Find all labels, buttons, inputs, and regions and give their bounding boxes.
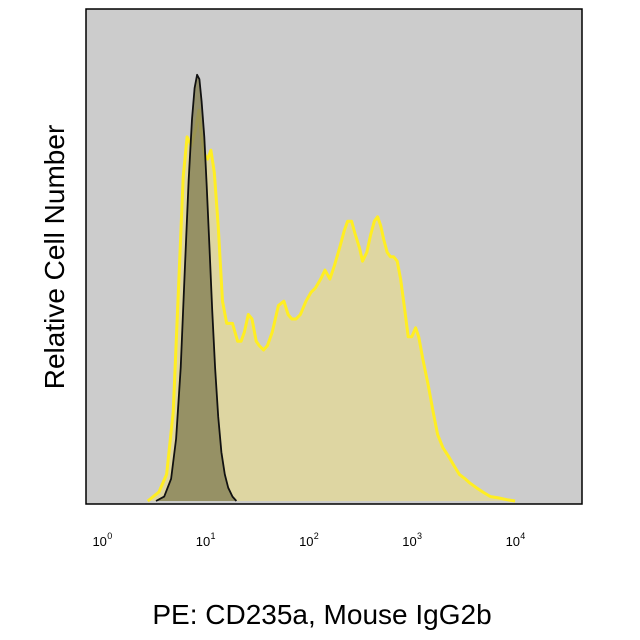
x-tick-base: 10 bbox=[196, 534, 210, 549]
x-axis-label: PE: CD235a, Mouse IgG2b bbox=[152, 599, 491, 630]
series-2-line bbox=[155, 73, 238, 502]
x-axis-ticks: 10 0 10 1 10 2 10 3 10 4 bbox=[92, 531, 525, 549]
x-tick-base: 10 bbox=[506, 534, 520, 549]
x-tick-base: 10 bbox=[299, 534, 313, 549]
x-tick-base: 10 bbox=[402, 534, 416, 549]
series-1-area bbox=[147, 110, 516, 502]
x-tick-label-4: 10 4 bbox=[506, 531, 526, 549]
x-tick-exponent: 1 bbox=[211, 531, 216, 541]
x-tick-base: 10 bbox=[92, 534, 106, 549]
y-axis-label: Relative Cell Number bbox=[39, 125, 70, 390]
x-tick-label-1: 10 1 bbox=[196, 531, 216, 549]
x-tick-label-0: 10 0 bbox=[92, 531, 112, 549]
plot-frame bbox=[85, 8, 583, 505]
x-tick-exponent: 2 bbox=[314, 531, 319, 541]
x-tick-exponent: 0 bbox=[107, 531, 112, 541]
x-tick-label-2: 10 2 bbox=[299, 531, 319, 549]
x-tick-exponent: 4 bbox=[520, 531, 525, 541]
series-1-line bbox=[146, 108, 516, 503]
x-tick-label-3: 10 3 bbox=[402, 531, 422, 549]
x-tick-exponent: 3 bbox=[417, 531, 422, 541]
series-layer bbox=[146, 73, 516, 503]
